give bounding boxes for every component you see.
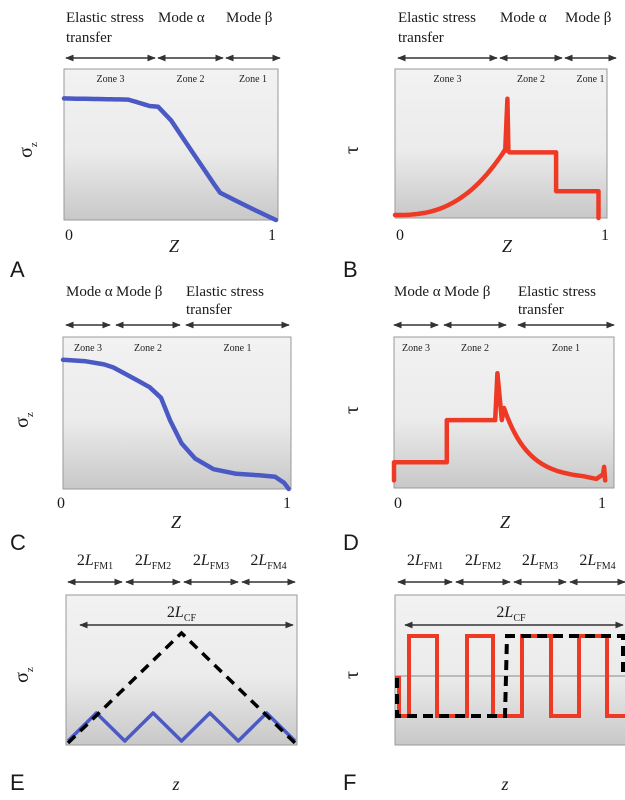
cf-label: 2LCF — [496, 604, 526, 624]
curve-line — [60, 357, 291, 492]
y-axis-label: τ — [341, 406, 363, 414]
header-label: transfer — [66, 30, 112, 46]
curve-line — [61, 96, 279, 223]
y-axis-symbol: τ — [341, 406, 363, 414]
tick-one: 1 — [598, 495, 606, 512]
x-axis-label: z — [171, 774, 179, 794]
panel-c: Mode α Mode β Elastic stress transfer Zone 3… — [10, 284, 292, 555]
zigzag-curve — [66, 711, 297, 743]
curve-line — [392, 96, 601, 221]
y-axis-label: τ — [341, 671, 363, 679]
panel-letter: D — [343, 530, 359, 555]
tick-one: 1 — [268, 227, 276, 244]
plot-area — [394, 594, 625, 746]
dashed-envelope — [66, 630, 297, 745]
y-axis-symbol: σz — [11, 667, 36, 683]
x-axis-label: Z — [171, 512, 182, 532]
fm-label: 2LFM2 — [465, 552, 501, 572]
panel-letter: F — [343, 770, 356, 795]
fm-label: 2LFM3 — [522, 552, 558, 572]
zone-label: Zone 2 — [517, 74, 545, 85]
tick-zero: 0 — [57, 495, 65, 512]
zone-label: Zone 1 — [552, 343, 580, 354]
header-label: Mode α — [158, 10, 205, 26]
x-axis-label: Z — [502, 236, 513, 256]
zone-label: Zone 2 — [461, 343, 489, 354]
tick-one: 1 — [601, 227, 609, 244]
y-axis-symbol: σz — [15, 142, 40, 158]
panel-letter: B — [343, 257, 358, 282]
fm-label: 2LFM1 — [77, 552, 113, 572]
x-axis-label: Z — [169, 236, 180, 256]
header-label: Elastic stress — [518, 284, 596, 300]
panel-letter: C — [10, 530, 26, 555]
zone-label: Zone 1 — [576, 74, 604, 85]
zone-label: Zone 3 — [433, 74, 461, 85]
plot-area — [394, 68, 608, 219]
header-label: transfer — [186, 302, 232, 318]
plot-area — [62, 336, 292, 490]
panel-b: Elastic stress transfer Mode α Mode β Zone 3… — [341, 10, 617, 282]
header-label: Mode β — [226, 10, 272, 26]
panel-letter: A — [10, 257, 25, 282]
zone-label: Zone 2 — [134, 343, 162, 354]
cf-label: 2LCF — [167, 604, 197, 624]
header-label: Mode α — [394, 284, 441, 300]
square-wave — [395, 634, 625, 718]
y-axis-label: σz — [11, 667, 36, 683]
header-label: transfer — [398, 30, 444, 46]
zone-label: Zone 1 — [223, 343, 251, 354]
y-axis-symbol: τ — [341, 146, 363, 154]
header-label: Mode α — [66, 284, 113, 300]
header-label: Mode β — [444, 284, 490, 300]
y-axis-label: σz — [15, 142, 40, 158]
zone-label: Zone 3 — [402, 343, 430, 354]
header-label: Mode β — [116, 284, 162, 300]
y-axis-symbol: τ — [341, 671, 363, 679]
panel-d: Mode α Mode β Elastic stress transfer Zone 3… — [341, 284, 615, 555]
fm-label: 2LFM4 — [579, 552, 615, 572]
panel-letter: E — [10, 770, 25, 795]
y-axis-label: τ — [341, 146, 363, 154]
fm-label: 2LFM1 — [407, 552, 443, 572]
curve-line — [391, 370, 608, 483]
zone-label: Zone 2 — [176, 74, 204, 85]
tick-zero: 0 — [394, 495, 402, 512]
zone-label: Zone 3 — [96, 74, 124, 85]
fm-label: 2LFM3 — [193, 552, 229, 572]
plot-area — [63, 68, 279, 221]
y-axis-label: σz — [11, 412, 36, 428]
header-label: Elastic stress — [398, 10, 476, 26]
panel-e: 2LFM1 2LFM2 2LFM3 2LFM4 2LCF σz z E — [10, 552, 298, 795]
x-axis-label: Z — [500, 512, 511, 532]
panel-a: Elastic stress transfer Mode α Mode β Zone 3… — [10, 10, 281, 282]
tick-one: 1 — [283, 495, 291, 512]
panel-f: 2LFM1 2LFM2 2LFM3 2LFM4 2LCF τ z F — [341, 552, 625, 795]
x-axis-label: z — [500, 774, 508, 794]
tick-zero: 0 — [65, 227, 73, 244]
header-label: transfer — [518, 302, 564, 318]
header-label: Mode β — [565, 10, 611, 26]
header-label: Elastic stress — [186, 284, 264, 300]
header-label: Mode α — [500, 10, 547, 26]
y-axis-symbol: σz — [11, 412, 36, 428]
fm-label: 2LFM4 — [250, 552, 286, 572]
zone-label: Zone 1 — [239, 74, 267, 85]
tick-zero: 0 — [396, 227, 404, 244]
fm-label: 2LFM2 — [135, 552, 171, 572]
zone-label: Zone 3 — [74, 343, 102, 354]
header-label: Elastic stress — [66, 10, 144, 26]
